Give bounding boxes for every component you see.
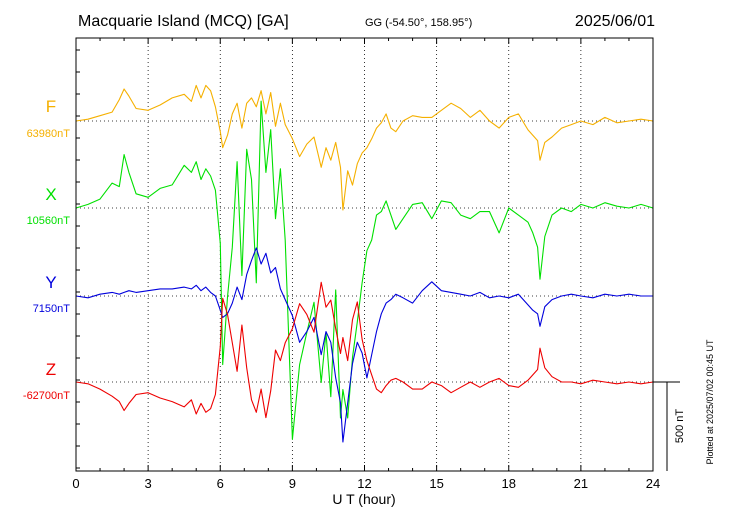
grid-layer — [76, 38, 653, 471]
series-line-x — [75, 100, 654, 440]
tick-layer: 0 3 6 9 12 15 18 21 24 — [72, 38, 660, 491]
scale-bar: 500 nT — [653, 381, 686, 471]
series-line-y — [75, 247, 653, 443]
series-name-z: Z — [46, 360, 56, 379]
series-name-y: Y — [45, 273, 56, 292]
x-tick-label: 15 — [429, 476, 443, 491]
plotted-at-note: Plotted at 2025/07/02 00:45 UT — [705, 339, 715, 465]
x-tick-label: 9 — [289, 476, 296, 491]
series-line-f — [75, 84, 654, 211]
date-label: 2025/06/01 — [575, 13, 655, 30]
x-tick-label: 21 — [574, 476, 588, 491]
station-title: Macquarie Island (MCQ) [GA] — [78, 13, 289, 30]
series-layer — [75, 84, 654, 443]
label-layer: F 63980nT X 10560nT Y 7150nT Z -62700nT — [23, 97, 70, 402]
series-baseline-y: 7150nT — [33, 303, 71, 315]
x-tick-label: 18 — [502, 476, 516, 491]
series-baseline-f: 63980nT — [27, 128, 71, 140]
x-tick-label: 24 — [646, 476, 660, 491]
x-tick-label: 12 — [357, 476, 371, 491]
series-name-x: X — [45, 185, 56, 204]
series-baseline-x: 10560nT — [27, 215, 71, 227]
series-name-f: F — [46, 97, 56, 116]
x-tick-label: 6 — [217, 476, 224, 491]
coords-label: GG (-54.50°, 158.95°) — [365, 17, 472, 29]
x-tick-label: 3 — [145, 476, 152, 491]
x-axis-label: U T (hour) — [332, 491, 395, 507]
x-tick-label: 0 — [72, 476, 79, 491]
scale-bar-label: 500 nT — [674, 409, 686, 444]
series-line-z — [75, 281, 654, 419]
series-baseline-z: -62700nT — [23, 390, 70, 402]
